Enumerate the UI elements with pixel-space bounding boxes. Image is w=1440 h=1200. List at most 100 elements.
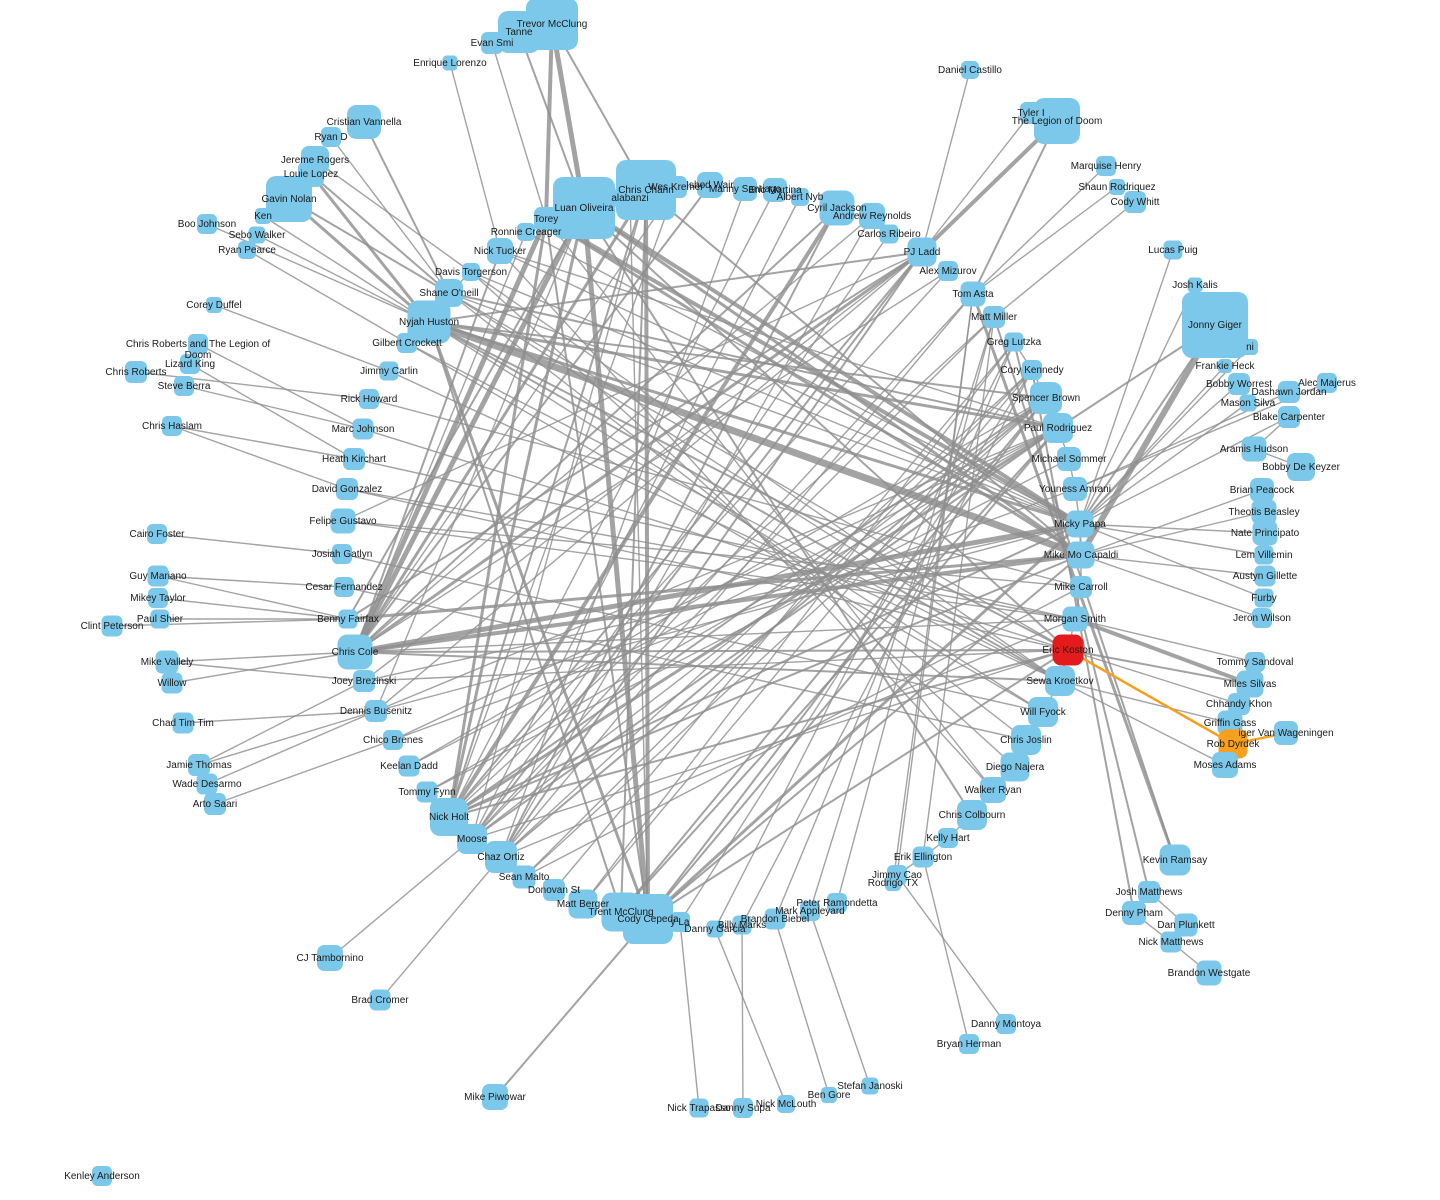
graph-node-josiah-gatlyn[interactable] — [332, 544, 352, 564]
graph-node-y-la[interactable] — [670, 912, 690, 932]
graph-node-austyn-gillette[interactable] — [1254, 565, 1276, 587]
graph-node-ishod-wair[interactable] — [697, 172, 723, 198]
graph-node-lizard-king[interactable] — [180, 354, 200, 374]
graph-node-ryan-d[interactable] — [321, 127, 341, 147]
graph-node-danny-supa[interactable] — [733, 1098, 753, 1118]
graph-node-cesar-fernandez[interactable] — [334, 577, 354, 597]
graph-node-michael-sommer[interactable] — [1057, 447, 1081, 471]
graph-node-steve-berra[interactable] — [174, 376, 194, 396]
graph-node-mike-carroll[interactable] — [1070, 576, 1092, 598]
graph-node-van-wageningen[interactable] — [1274, 721, 1298, 745]
graph-node-wade-desarmo[interactable] — [196, 773, 218, 795]
graph-node-tanne[interactable] — [498, 11, 540, 53]
graph-node-tommy-fynn[interactable] — [416, 781, 438, 803]
graph-node-cristian-vannella[interactable] — [347, 105, 381, 139]
graph-node-theotis-beasley[interactable] — [1251, 499, 1277, 525]
graph-node-alabanzi[interactable] — [615, 183, 645, 213]
graph-node-cory-kennedy[interactable] — [1022, 360, 1042, 380]
graph-node-spencer-brown[interactable] — [1030, 382, 1062, 414]
graph-node-guy-mariano[interactable] — [147, 565, 169, 587]
graph-node-heath-kirchart[interactable] — [343, 448, 365, 470]
graph-node-stefan-janoski[interactable] — [861, 1077, 879, 1095]
graph-node-rodrigo-tx[interactable] — [885, 875, 901, 891]
graph-node-brandon-biebel[interactable] — [764, 908, 786, 930]
graph-node-sewa-kroetkov[interactable] — [1045, 666, 1075, 696]
graph-node-eric-koston[interactable] — [1052, 634, 1084, 666]
graph-node-chris-colbourn[interactable] — [957, 800, 987, 830]
graph-node-kevin-ramsay[interactable] — [1159, 844, 1191, 876]
graph-node-nick-matthews[interactable] — [1160, 931, 1182, 953]
graph-node-clint-peterson[interactable] — [101, 615, 123, 637]
graph-node-kenley-anderson[interactable] — [92, 1166, 112, 1186]
graph-node-ni[interactable] — [1242, 339, 1258, 355]
graph-node-frankie-heck[interactable] — [1218, 359, 1232, 373]
graph-node-shane-oneill[interactable] — [435, 279, 463, 307]
graph-node-pj-ladd[interactable] — [907, 237, 937, 267]
graph-node-david-gonzalez[interactable] — [336, 478, 358, 500]
graph-node-joey-brezinski[interactable] — [353, 670, 375, 692]
graph-node-danny-montoya[interactable] — [996, 1014, 1016, 1034]
graph-node-jimmy-carlin[interactable] — [379, 361, 399, 381]
graph-node-peter-ramondetta[interactable] — [827, 893, 847, 913]
graph-node-marquise-henry[interactable] — [1096, 156, 1116, 176]
graph-node-alec-majerus[interactable] — [1317, 373, 1337, 393]
graph-node-eric-martina[interactable] — [763, 178, 787, 202]
graph-node-felipe-gustavo[interactable] — [330, 508, 356, 534]
graph-node-nick-tucker[interactable] — [487, 238, 513, 264]
graph-node-rick-howard[interactable] — [359, 389, 379, 409]
graph-node-corey-duffel[interactable] — [206, 297, 222, 313]
graph-node-tommy-sandoval[interactable] — [1245, 652, 1265, 672]
graph-node-willow[interactable] — [161, 672, 183, 694]
graph-node-alex-mizurov[interactable] — [938, 261, 958, 281]
graph-node-blake-carpenter[interactable] — [1278, 406, 1300, 428]
graph-node-bobby-worrest[interactable] — [1228, 373, 1250, 395]
graph-node-chris-cole[interactable] — [337, 634, 373, 670]
graph-node-morgan-smith[interactable] — [1062, 606, 1088, 632]
graph-node-ryan-pearce[interactable] — [238, 241, 256, 259]
graph-node-shaun-rodriquez[interactable] — [1109, 179, 1125, 195]
graph-node-lucas-puig[interactable] — [1163, 240, 1183, 260]
graph-node-legion-of-doom[interactable] — [1034, 98, 1080, 144]
graph-node-marc-johnson[interactable] — [352, 418, 374, 440]
graph-node-brian-peacock[interactable] — [1250, 478, 1274, 502]
graph-node-mike-piwowar[interactable] — [482, 1084, 508, 1110]
graph-node-brad-cromer[interactable] — [369, 989, 391, 1011]
graph-node-mikey-taylor[interactable] — [148, 588, 168, 608]
graph-node-diego-najera[interactable] — [1000, 752, 1030, 782]
graph-node-tom-asta[interactable] — [960, 281, 986, 307]
graph-node-matt-miller[interactable] — [983, 306, 1005, 328]
graph-node-nate-principato[interactable] — [1252, 520, 1278, 546]
graph-node-davis-torgerson[interactable] — [462, 263, 480, 281]
graph-node-andrew-reynolds[interactable] — [859, 203, 885, 229]
graph-node-miles-silvas[interactable] — [1236, 670, 1264, 698]
graph-node-brandon-westgate[interactable] — [1196, 960, 1222, 986]
graph-node-billy-marks[interactable] — [732, 915, 752, 935]
graph-node-wes-kremer[interactable] — [665, 176, 687, 198]
graph-node-evan-smith[interactable] — [481, 32, 503, 54]
graph-node-danny-garcia[interactable] — [706, 920, 724, 938]
graph-node-cairo-foster[interactable] — [147, 524, 167, 544]
graph-node-will-fyock[interactable] — [1028, 697, 1058, 727]
graph-node-micky-papa[interactable] — [1066, 510, 1094, 538]
graph-node-chhandy-khon[interactable] — [1228, 693, 1250, 715]
graph-node-aramis-hudson[interactable] — [1241, 436, 1267, 462]
graph-node-paul-shier[interactable] — [150, 609, 170, 629]
graph-node-donovan-s[interactable] — [543, 879, 565, 901]
graph-node-keelan-dadd[interactable] — [398, 755, 420, 777]
graph-node-nick-holt[interactable] — [430, 798, 468, 836]
graph-node-chris-roberts[interactable] — [125, 361, 147, 383]
graph-node-kelly-hart[interactable] — [938, 828, 958, 848]
graph-node-mark-appleyard[interactable] — [800, 901, 820, 921]
graph-node-lem-villemin[interactable] — [1254, 545, 1274, 565]
graph-node-nyjah-huston[interactable] — [407, 300, 451, 344]
graph-node-bryan-herman[interactable] — [959, 1034, 979, 1054]
graph-node-youness-amrani[interactable] — [1063, 477, 1087, 501]
graph-node-denny-pham[interactable] — [1122, 901, 1146, 925]
graph-node-enrique-lorenzo[interactable] — [442, 55, 458, 71]
graph-node-cj-tambornino[interactable] — [317, 945, 343, 971]
graph-node-paul-rodriguez[interactable] — [1043, 413, 1073, 443]
graph-node-mike-vallely[interactable] — [155, 650, 179, 674]
graph-node-ronnie-creager[interactable] — [517, 223, 535, 241]
graph-node-bobby-de-keyzer[interactable] — [1287, 453, 1315, 481]
graph-node-mike-mo[interactable] — [1067, 541, 1095, 569]
